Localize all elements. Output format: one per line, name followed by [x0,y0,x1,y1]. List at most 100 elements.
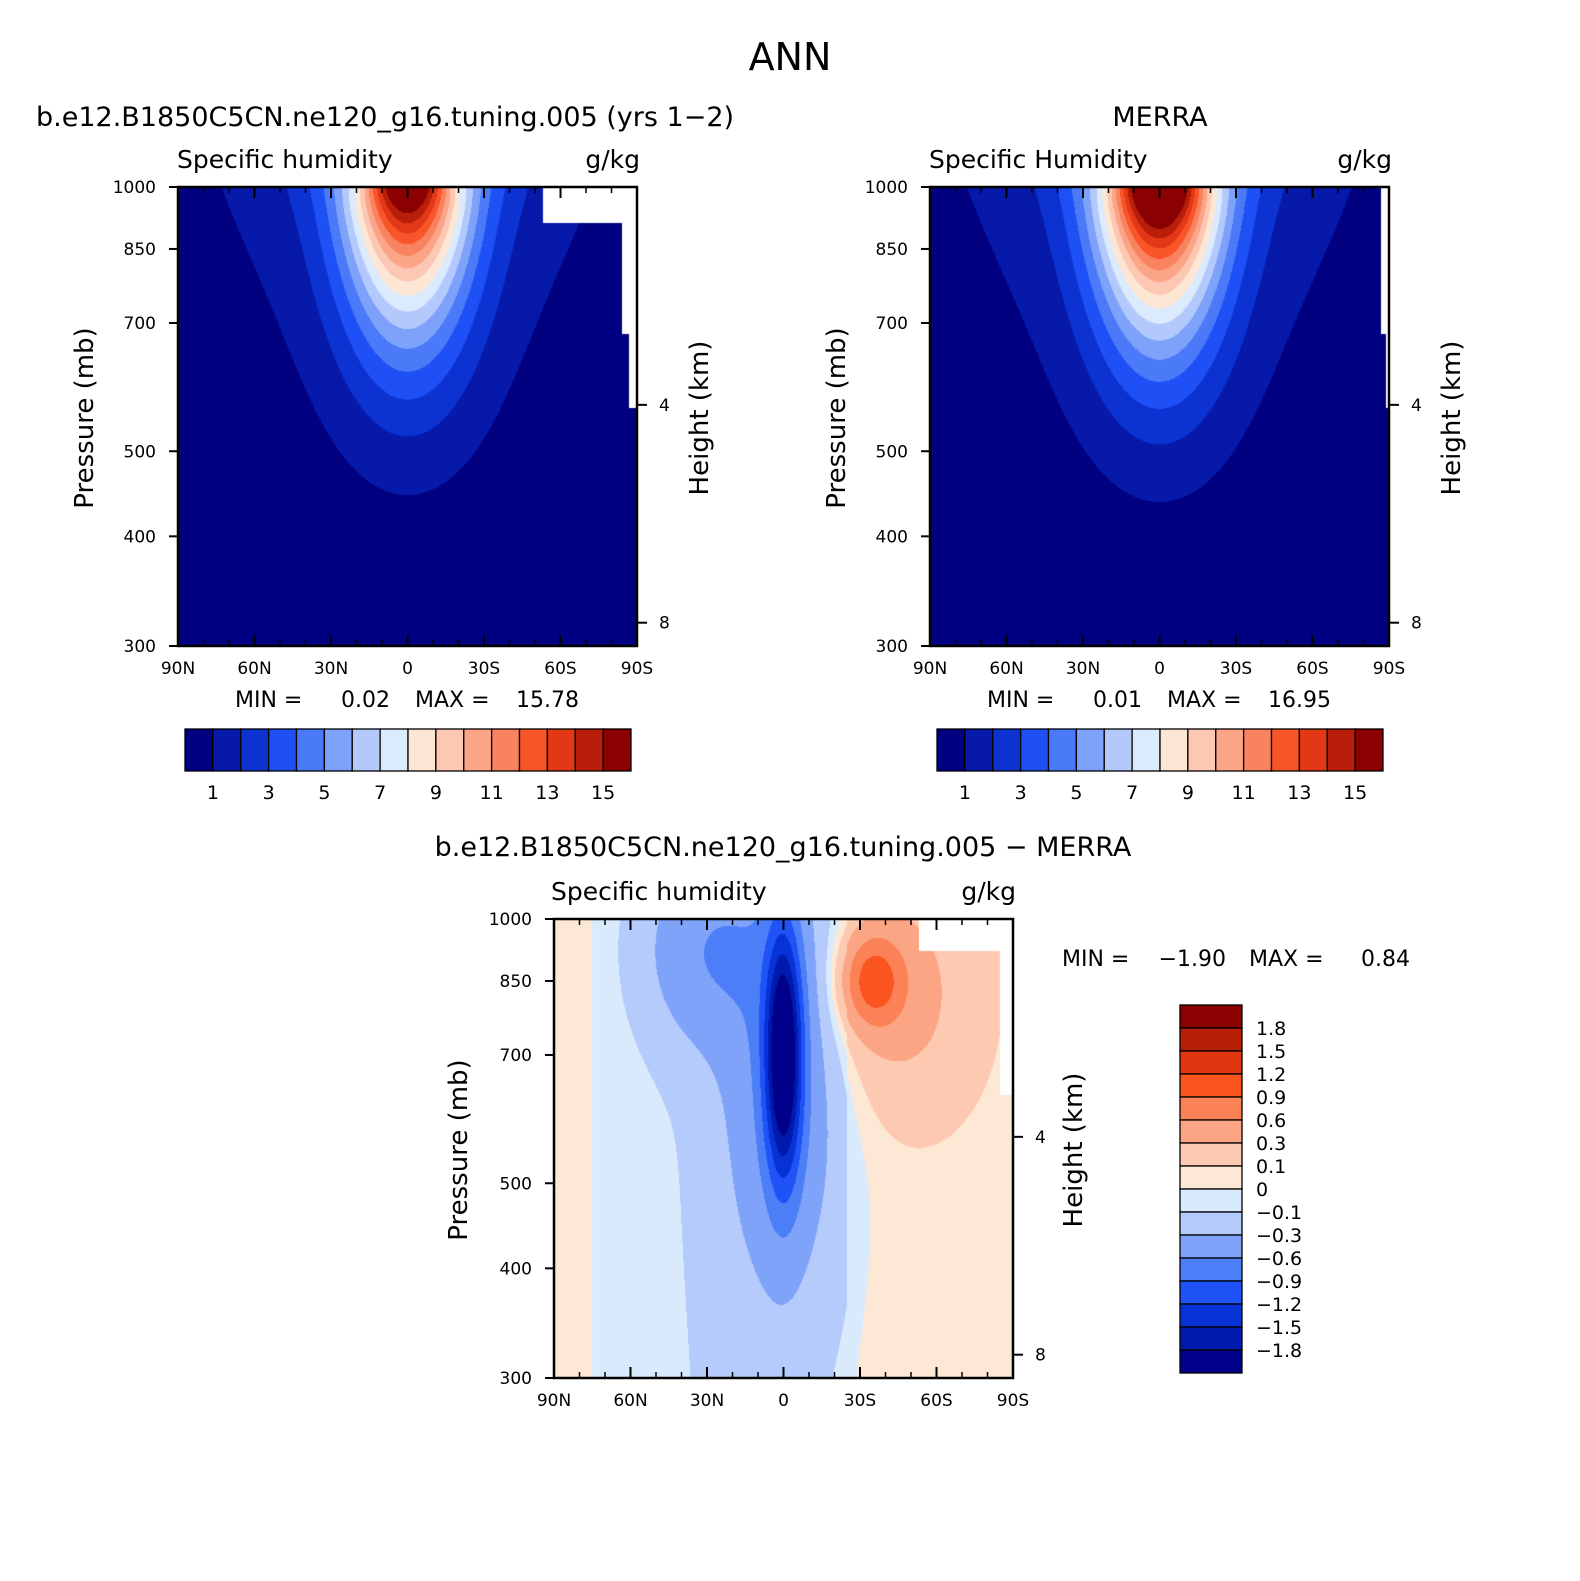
colorbar-swatch [1179,1257,1243,1282]
panel-obs-max-label: MAX = [1167,688,1242,713]
colorbar-label: 15 [1343,782,1367,804]
y-right-tick-label: 8 [1035,1346,1046,1366]
x-tick-label: 0 [1154,659,1165,679]
colorbar-swatch [1179,1027,1243,1052]
x-tick-label: 30N [314,659,348,679]
panel-obs-units-label: g/kg [1337,145,1392,174]
panel-diff-max-value: 0.84 [1361,947,1410,972]
x-tick-label: 60S [544,659,576,679]
colorbar-swatch [351,728,381,772]
y-tick-label: 850 [876,240,908,260]
y-tick-label: 1000 [113,178,156,198]
colorbar-swatch [240,728,270,772]
colorbar-label: 0.1 [1256,1156,1286,1178]
colorbar-swatch [1179,1211,1243,1236]
colorbar-swatch [379,728,409,772]
contour-fill [178,187,637,646]
y-right-tick-label: 4 [659,396,670,416]
y-tick-label: 850 [500,972,532,992]
colorbar-label: 5 [318,782,330,804]
x-tick-label: 60N [613,1391,647,1411]
colorbar-swatch [1179,1004,1243,1029]
x-tick-label: 60N [989,659,1023,679]
panel-diff-units-label: g/kg [961,877,1016,906]
colorbar-label: 1.2 [1256,1064,1286,1086]
panel-model-units-label: g/kg [585,145,640,174]
x-tick-label: 90S [621,659,653,679]
x-tick-label: 0 [402,659,413,679]
colorbar-label: −0.6 [1256,1248,1302,1270]
y-tick-label: 300 [876,637,908,657]
x-tick-label: 30N [1066,659,1100,679]
y-right-tick-label: 8 [1411,614,1422,634]
colorbar-label: −0.9 [1256,1271,1302,1293]
y-tick-label: 500 [876,442,908,462]
colorbar-swatch [295,728,326,772]
colorbar-swatch [1179,1280,1243,1305]
y-tick-label: 700 [500,1046,532,1066]
panel-diff-max-label: MAX = [1249,947,1324,972]
panel-obs-ylabel-right: Height (km) [1437,341,1467,496]
panel-diff-min-label: MIN = [1062,947,1129,972]
panel-diff-ylabel-right: Height (km) [1059,1073,1089,1228]
colorbar-label: 1 [959,782,971,804]
panel-diff-ylabel: Pressure (mb) [444,1059,474,1240]
panel-diff-case-title: b.e12.B1850C5CN.ne120_g16.tuning.005 − M… [435,832,1132,863]
colorbar-swatch [1179,1050,1243,1075]
x-tick-label: 90N [161,659,195,679]
colorbar-swatch [1179,1142,1243,1167]
panel-obs-min-label: MIN = [987,688,1054,713]
colorbar-swatch [1179,1349,1243,1374]
colorbar-swatch [1103,728,1133,772]
colorbar-swatch [1179,1165,1243,1190]
colorbar-swatch [518,728,549,772]
x-tick-label: 30S [844,1391,876,1411]
colorbar-swatch [1179,1303,1243,1328]
panel-diff-min-value: −1.90 [1159,947,1226,972]
colorbar-swatch [1215,728,1245,772]
panel-model-plot: 90N 60N 30N 0 30S 60S 90S 300 400 500 700 850 1000 4 8 [113,178,670,679]
panel-model: b.e12.B1850C5CN.ne120_g16.tuning.005 (yr… [36,102,734,804]
y-tick-label: 700 [124,314,156,334]
y-tick-label: 1000 [865,178,908,198]
panel-model-ylabel: Pressure (mb) [70,327,100,508]
colorbar-swatch [463,728,493,772]
colorbar-swatch [546,728,576,772]
x-tick-label: 60S [1296,659,1328,679]
panel-model-min-value: 0.02 [341,688,390,713]
colorbar-label: 1.5 [1256,1041,1286,1063]
panel-diff-colorbar: 1.81.51.20.90.60.30.10−0.1−0.3−0.6−0.9−1… [1179,1004,1302,1374]
x-tick-label: 30N [690,1391,724,1411]
y-tick-label: 700 [876,314,908,334]
colorbar-label: 7 [374,782,386,804]
colorbar-label: 0 [1256,1179,1268,1201]
colorbar-swatch [602,728,632,772]
colorbar-swatch [490,728,521,772]
colorbar-label: −0.1 [1256,1202,1302,1224]
colorbar-swatch [964,728,994,772]
panel-model-case-title: b.e12.B1850C5CN.ne120_g16.tuning.005 (yr… [36,102,734,133]
colorbar-swatch [1179,1073,1243,1098]
colorbar-swatch [1298,728,1328,772]
colorbar-swatch [435,728,465,772]
panel-diff-variable-label: Specific humidity [551,877,767,906]
panel-obs-case-title: MERRA [1112,102,1208,133]
colorbar-swatch [574,728,604,772]
colorbar-label: −0.3 [1256,1225,1302,1247]
contour-fill [554,919,1013,1378]
colorbar-swatch [1326,728,1356,772]
colorbar-swatch [936,728,966,772]
colorbar-label: 3 [1015,782,1027,804]
y-tick-label: 400 [876,527,908,547]
colorbar-label: 0.6 [1256,1110,1286,1132]
colorbar-label: 15 [591,782,615,804]
y-tick-label: 400 [500,1259,532,1279]
colorbar-label: 9 [1182,782,1194,804]
x-tick-label: 90N [537,1391,571,1411]
colorbar-label: 13 [535,782,559,804]
colorbar-label: 11 [1232,782,1256,804]
colorbar-swatch [1354,728,1384,772]
colorbar-swatch [1179,1326,1243,1351]
colorbar-swatch [1159,728,1189,772]
